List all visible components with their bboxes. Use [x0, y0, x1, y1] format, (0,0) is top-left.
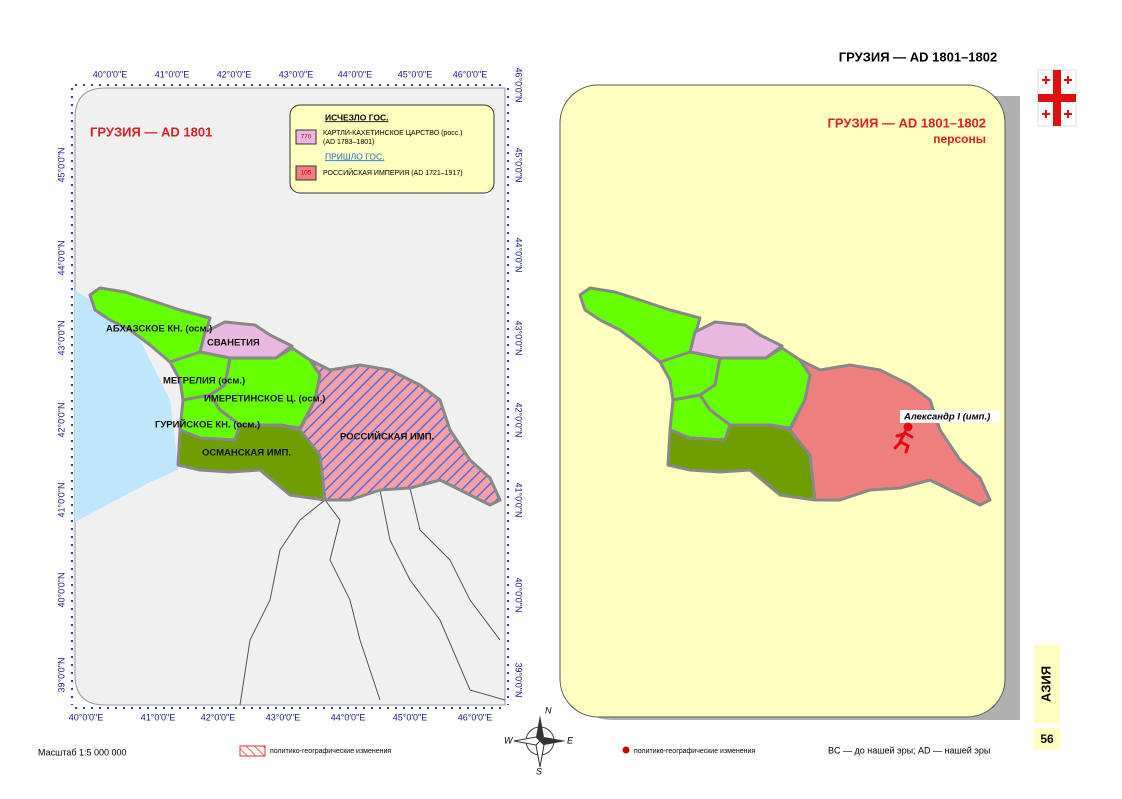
left-georgia	[88, 286, 502, 507]
lon-label: 41°0'0"E	[141, 712, 176, 722]
lat-label: 44°0'0"N	[514, 237, 524, 272]
person-icon	[893, 422, 914, 454]
flag	[1037, 69, 1077, 127]
region-label: АБХАЗСКОЕ КН. (осм.)	[106, 324, 212, 335]
legend-code: 770	[301, 134, 312, 141]
lat-label: 42°0'0"N	[56, 402, 66, 437]
map-title: ГРУЗИЯ — AD 1801–1802	[828, 115, 986, 130]
map-title: ГРУЗИЯ — AD 1801	[90, 124, 212, 139]
lat-label: 43°0'0"N	[514, 320, 524, 355]
right-georgia	[578, 286, 992, 507]
footer-legend: политико-географические изменения	[270, 748, 391, 755]
map-subtitle: персоны	[933, 132, 986, 146]
lon-label: 43°0'0"E	[279, 69, 314, 79]
compass-letter: S	[536, 766, 542, 776]
compass-letter: N	[545, 705, 552, 715]
page-title: ГРУЗИЯ — AD 1801–1802	[839, 49, 997, 64]
person-label: Александр I (имп.)	[903, 412, 990, 423]
region-label: ГУРИЙСКОЕ КН. (осм.)	[155, 419, 260, 431]
legend-heading: ИСЧЕЗЛО ГОС.	[325, 112, 389, 122]
lat-label: 45°0'0"N	[56, 147, 66, 182]
lat-label: 46°0'0"N	[514, 67, 524, 102]
lat-label: 40°0'0"N	[56, 572, 66, 607]
lat-label: 43°0'0"N	[56, 320, 66, 355]
region-label: МЕГРЕЛИЯ (осм.)	[163, 376, 245, 387]
region-label: РОССИЙСКАЯ ИМП.	[340, 431, 434, 443]
lat-label: 40°0'0"N	[514, 577, 524, 612]
compass-letter: W	[504, 735, 514, 745]
region-label: ИМЕРЕТИНСКОЕ Ц. (осм.)	[204, 394, 325, 405]
lon-label: 41°0'0"E	[155, 69, 190, 79]
compass: N W E S	[504, 705, 574, 776]
lon-label: 40°0'0"E	[93, 69, 128, 79]
section-tab: АЗИЯ	[1038, 666, 1053, 702]
scale: Масштаб 1:5 000 000	[38, 747, 127, 757]
legend-dot	[622, 746, 630, 754]
right-map: ГРУЗИЯ — AD 1801–1802 персоны Александр …	[559, 84, 1020, 720]
lon-label: 46°0'0"E	[458, 712, 493, 722]
lon-label: 45°0'0"E	[393, 712, 428, 722]
legend-item: РОССИЙСКАЯ ИМПЕРИЯ (AD 1721–1917)	[323, 168, 463, 177]
lon-label: 40°0'0"E	[69, 712, 104, 722]
region-label: ОСМАНСКАЯ ИМП.	[202, 448, 291, 459]
left-map: ГРУЗИЯ — AD 1801 АБХАЗСКОЕ КН. (осм.) СВ…	[56, 67, 523, 722]
era-note: BC — до нашей эры; AD — нашей эры	[828, 745, 990, 755]
legend-item: КАРТЛИ-КАХЕТИНСКОЕ ЦАРСТВО (росс.)	[323, 130, 463, 137]
legend-heading: ПРИШЛО ГОС.	[325, 151, 384, 161]
legend-item: (AD 1783–1801)	[323, 139, 374, 146]
region-label: СВАНЕТИЯ	[207, 338, 260, 349]
graticule: 40°0'0"E 41°0'0"E 42°0'0"E 43°0'0"E 44°0'0"E…	[56, 67, 523, 722]
lat-label: 42°0'0"N	[514, 402, 524, 437]
legend: ИСЧЕЗЛО ГОС. 770 КАРТЛИ-КАХЕТИНСКОЕ ЦАРС…	[289, 104, 495, 194]
lon-label: 43°0'0"E	[266, 712, 301, 722]
lat-label: 41°0'0"N	[56, 482, 66, 517]
lat-label: 39°0'0"N	[56, 657, 66, 692]
lat-label: 45°0'0"N	[514, 147, 524, 182]
lat-label: 41°0'0"N	[514, 482, 524, 517]
compass-letter: E	[567, 735, 574, 745]
lon-label: 42°0'0"E	[217, 69, 252, 79]
footer-legend: политико-географические изменения	[634, 748, 755, 755]
legend-code: 105	[301, 170, 312, 177]
legend-swatch	[239, 745, 266, 757]
lon-label: 42°0'0"E	[201, 712, 236, 722]
lat-label: 39°0'0"N	[514, 662, 524, 697]
lon-label: 44°0'0"E	[331, 712, 366, 722]
lon-label: 44°0'0"E	[338, 69, 373, 79]
page-number: 56	[1040, 732, 1054, 746]
lon-label: 45°0'0"E	[398, 69, 433, 79]
lat-label: 44°0'0"N	[56, 240, 66, 275]
lon-label: 46°0'0"E	[453, 69, 488, 79]
